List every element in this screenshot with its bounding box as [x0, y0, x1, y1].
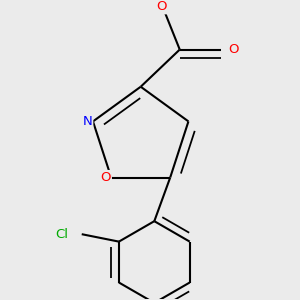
Text: Cl: Cl: [56, 228, 69, 241]
Text: O: O: [228, 43, 238, 56]
Text: O: O: [156, 0, 166, 13]
Text: O: O: [100, 171, 111, 184]
Text: N: N: [82, 115, 92, 128]
